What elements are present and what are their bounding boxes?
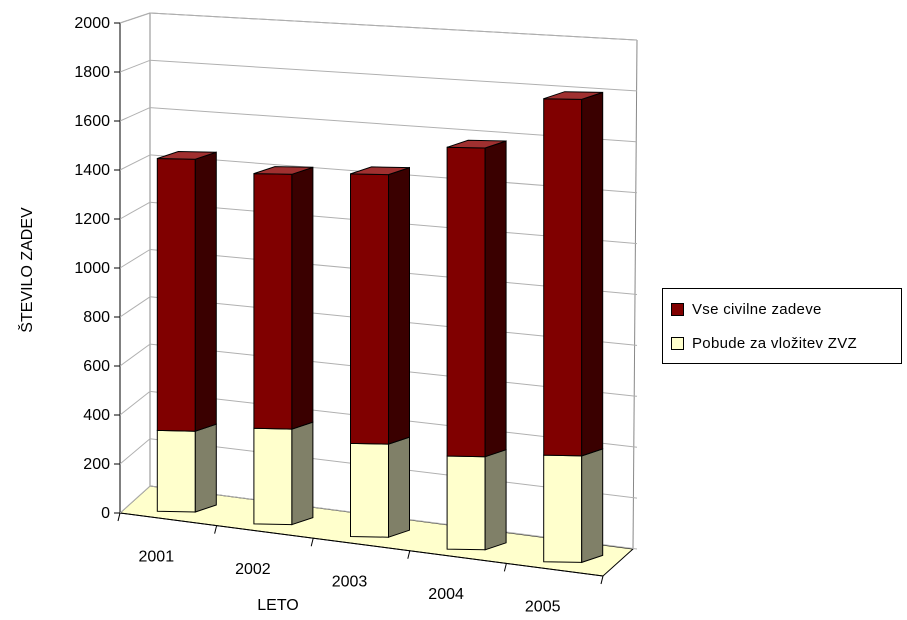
gridline [149, 59, 638, 92]
y-axis-title: ŠTEVILO ZADEV [17, 207, 36, 333]
legend-label-pobude: Pobude za vložitev ZVZ [692, 334, 858, 352]
bar-side [484, 140, 507, 458]
bar-front [446, 146, 486, 458]
left-wall [120, 13, 150, 513]
gridline-side [119, 391, 151, 416]
x-tick-label: 2001 [139, 548, 175, 565]
x-tick-label: 2003 [332, 574, 368, 591]
y-tick-label: 800 [83, 309, 110, 326]
bar-front [156, 157, 196, 432]
bar-side [581, 91, 604, 457]
gridline-side [119, 12, 151, 24]
gridline-side [119, 343, 151, 367]
bar-front [156, 429, 196, 513]
bar-side [194, 423, 217, 513]
bar-side [388, 166, 410, 445]
bar-front [543, 98, 583, 457]
bar-side [291, 421, 314, 526]
y-tick-label: 400 [83, 407, 110, 424]
bar-2002-pobude [253, 421, 314, 526]
y-tick-label: 1400 [74, 162, 110, 179]
bar-2001-civilne [156, 150, 217, 432]
y-tick-label: 1800 [74, 64, 110, 81]
x-tick-label: 2005 [525, 599, 561, 616]
bar-top [350, 166, 410, 176]
bar-side [388, 436, 410, 538]
bar-top [157, 150, 217, 160]
y-tick-label: 600 [83, 358, 110, 375]
y-tick-label: 1600 [74, 113, 110, 130]
bar-front [543, 454, 583, 563]
bar-top [446, 139, 507, 149]
y-axis-ticks: 0 200 400 600 800 1000 1200 1400 1600 1800 2000 [74, 15, 120, 522]
bar-front [350, 442, 389, 538]
gridline-side [119, 154, 151, 171]
bar-top [253, 166, 314, 175]
bar-front [350, 173, 389, 445]
bar-2005-civilne [543, 91, 604, 457]
bar-front [253, 427, 293, 526]
gridline-side [119, 438, 151, 465]
legend-swatch-civil [671, 302, 684, 316]
y-tick-label: 0 [101, 505, 110, 522]
bar-side [581, 448, 604, 564]
y-tick-label: 1000 [74, 260, 110, 277]
bar-2004-pobude [446, 449, 507, 551]
legend-swatch-pobude [671, 336, 684, 350]
gridline-side [119, 485, 151, 514]
bar-top [543, 91, 603, 100]
x-tick-mark [310, 538, 314, 547]
x-tick-mark [503, 563, 507, 572]
legend-item-civil: Vse civilne zadeve [671, 299, 822, 319]
legend-label-civil: Vse civilne zadeve [692, 300, 822, 318]
y-tick-label: 200 [83, 456, 110, 473]
bar-front [446, 455, 486, 551]
bar-front [253, 173, 293, 430]
bar-2003-pobude [350, 436, 410, 538]
bar-2001-pobude [156, 423, 217, 513]
bar-side [194, 151, 217, 432]
bar-2005-pobude [543, 448, 604, 564]
gridline [149, 12, 638, 41]
y-tick-label: 1200 [74, 211, 110, 228]
bar-side [484, 449, 507, 551]
x-axis-line [119, 512, 604, 577]
x-tick-mark [407, 550, 411, 559]
x-axis-ticks: 2001 2002 2003 2004 2005 [117, 512, 604, 616]
gridline-side [119, 107, 151, 122]
legend: Vse civilne zadeve Pobude za vložitev ZV… [662, 288, 902, 364]
gridline-side [119, 296, 151, 318]
bar-side [291, 166, 314, 430]
y-tick-label: 2000 [74, 15, 110, 32]
x-axis-title: LETO [257, 597, 299, 614]
gridline-side [119, 59, 151, 73]
x-tick-label: 2002 [235, 561, 271, 578]
bar-2003-civilne [350, 166, 410, 445]
bars [156, 91, 604, 564]
gridline-side [119, 249, 151, 269]
x-tick-label: 2004 [428, 586, 464, 603]
bar-2004-civilne [446, 139, 507, 458]
bar-2002-civilne [253, 166, 314, 430]
x-tick-mark [214, 525, 218, 534]
x-tick-mark [600, 575, 604, 585]
legend-item-pobude: Pobude za vložitev ZVZ [671, 333, 857, 353]
gridline-side [119, 201, 151, 220]
x-tick-mark [117, 512, 121, 522]
